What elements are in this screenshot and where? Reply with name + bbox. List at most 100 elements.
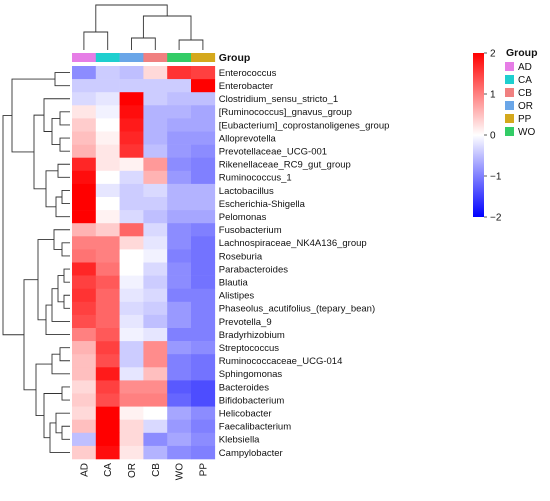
heatmap-cell-blautia-ad — [72, 275, 97, 289]
row-label-prevotella-9: Prevotella_9 — [219, 317, 272, 328]
heatmap-cell-phaseolus-acutifolius-tepary-bean-cb — [143, 301, 168, 316]
heatmap-cell-eubacterium-coprostanoligenes-group-or — [119, 118, 144, 132]
heatmap-cell-prevotella-9-pp — [191, 314, 216, 329]
heatmap-cell-helicobacter-or — [119, 406, 144, 420]
heatmap-cell-streptococcus-or — [119, 341, 144, 355]
column-label-cb: CB — [151, 463, 162, 477]
color-scale-tick-label: 0 — [490, 131, 496, 142]
heatmap-cell-ruminococcus-1-cb — [143, 170, 168, 185]
row-dendro-link — [54, 72, 70, 87]
heatmap-cell-eubacterium-coprostanoligenes-group-cb — [143, 118, 168, 132]
heatmap-cell-streptococcus-pp — [191, 341, 216, 355]
group-annotation-ca — [95, 53, 120, 62]
heatmap-cell-ruminococcaceae-ucg-014-cb — [143, 354, 168, 368]
heatmap-cell-clostridium-sensu-stricto-1-or — [119, 92, 144, 106]
row-label-enterobacter: Enterobacter — [219, 81, 273, 92]
heatmap-cell-roseburia-pp — [191, 249, 216, 263]
row-label-ruminococcus-gnavus-group: [Ruminococcus]_gnavus_group — [219, 107, 352, 118]
group-legend-label-ca: CA — [518, 75, 532, 86]
heatmap-cell-faecalibacterium-or — [119, 419, 144, 434]
row-dendro-link — [49, 422, 70, 453]
heatmap-cell-ruminococcus-gnavus-group-or — [119, 105, 144, 119]
heatmap-cell-ruminococcaceae-ucg-014-ca — [95, 354, 120, 368]
row-label-sphingomonas: Sphingomonas — [219, 369, 283, 380]
col-dendro-link — [95, 4, 168, 32]
color-scale-legend: 2 1 0 −1 −2 — [473, 49, 502, 224]
heatmap-cell-prevotella-9-ca — [95, 314, 120, 329]
heatmap-cell-ruminococcaceae-ucg-014-or — [119, 354, 144, 368]
group-legend-swatch-pp — [505, 114, 514, 123]
heatmap-cell-lactobacillus-wo — [167, 183, 192, 198]
heatmap-cell-roseburia-or — [119, 249, 144, 263]
heatmap-cell-sphingomonas-ca — [95, 367, 120, 381]
heatmap-cell-prevotellaceae-ucg-001-ad — [72, 144, 97, 158]
heatmap-cell-klebsiella-cb — [143, 432, 168, 447]
heatmap-cell-phaseolus-acutifolius-tepary-bean-ca — [95, 301, 120, 316]
row-label-parabacteroides: Parabacteroides — [219, 264, 288, 275]
row-dendro-link — [59, 347, 70, 362]
heatmap-cell-helicobacter-wo — [167, 406, 192, 420]
row-dendro-link — [61, 425, 70, 440]
group-legend-label-pp: PP — [518, 114, 532, 125]
heatmap-cell-ruminococcaceae-ucg-014-wo — [167, 354, 192, 368]
heatmap-cell-alloprevotella-cb — [143, 131, 168, 145]
row-dendro-link — [63, 294, 70, 309]
heatmap-cell-alloprevotella-wo — [167, 131, 192, 145]
heatmap-cell-faecalibacterium-ad — [72, 419, 97, 434]
heatmap-cell-eubacterium-coprostanoligenes-group-pp — [191, 118, 216, 132]
heatmap-cell-lactobacillus-or — [119, 183, 144, 198]
row-label-clostridium-sensu-stricto-1: Clostridium_sensu_stricto_1 — [219, 94, 338, 105]
heatmap-cell-sphingomonas-wo — [167, 367, 192, 381]
heatmap-cell-helicobacter-ca — [95, 406, 120, 420]
heatmap-cell-bifidobacterium-or — [119, 393, 144, 407]
heatmap-cell-enterobacter-cb — [143, 79, 168, 93]
heatmap-cell-campylobacter-or — [119, 445, 144, 460]
heatmap-cell-klebsiella-or — [119, 432, 144, 447]
heatmap-cell-bradyrhizobium-cb — [143, 328, 168, 342]
heatmap-cell-campylobacter-cb — [143, 445, 168, 460]
heatmap-cell-enterobacter-ca — [95, 79, 120, 93]
heatmap-cell-lactobacillus-cb — [143, 183, 168, 198]
heatmap-cell-roseburia-wo — [167, 249, 192, 263]
row-dendro-link — [51, 353, 70, 375]
heatmap-cell-phaseolus-acutifolius-tepary-bean-pp — [191, 301, 216, 316]
heatmap-cell-sphingomonas-ad — [72, 367, 97, 381]
heatmap-cell-klebsiella-wo — [167, 432, 192, 447]
heatmap-cell-alloprevotella-pp — [191, 131, 216, 145]
group-legend-label-ad: AD — [518, 62, 532, 73]
heatmap-cell-bacteroides-wo — [167, 380, 192, 394]
heatmap-cell-streptococcus-wo — [167, 341, 192, 355]
group-annotation-title: Group — [219, 52, 251, 64]
row-label-blautia: Blautia — [219, 277, 249, 288]
row-label-klebsiella: Klebsiella — [219, 435, 260, 446]
row-dendro-link — [61, 189, 70, 205]
heatmap-cell-escherichia-shigella-wo — [167, 197, 192, 211]
heatmap-cell-eubacterium-coprostanoligenes-group-ca — [95, 118, 120, 132]
heatmap-cell-ruminococcus-1-pp — [191, 170, 216, 185]
row-label-streptococcus: Streptococcus — [219, 343, 279, 354]
row-label-prevotellaceae-ucg-001: Prevotellaceae_UCG-001 — [219, 146, 327, 157]
heatmap-cell-bifidobacterium-ad — [72, 393, 97, 407]
heatmap-cell-faecalibacterium-cb — [143, 419, 168, 434]
heatmap-cell-enterobacter-or — [119, 79, 144, 93]
heatmap-cell-blautia-wo — [167, 275, 192, 289]
group-legend-swatch-wo — [505, 127, 514, 136]
heatmap-cell-campylobacter-ca — [95, 445, 120, 460]
column-label-pp: PP — [198, 463, 209, 477]
heatmap-cell-faecalibacterium-wo — [167, 419, 192, 434]
row-dendro-link — [59, 111, 70, 126]
group-legend-label-cb: CB — [518, 88, 532, 99]
heatmap-cell-pelomonas-cb — [143, 210, 168, 224]
row-dendro-link — [51, 288, 70, 322]
heatmap-cell-ruminococcaceae-ucg-014-ad — [72, 354, 97, 368]
heatmap-cell-prevotella-9-cb — [143, 314, 168, 329]
group-legend-swatch-cb — [505, 88, 514, 97]
heatmap-cell-enterococcus-cb — [143, 66, 168, 80]
row-label-bacteroides: Bacteroides — [219, 382, 269, 393]
color-scale-tick-label: 2 — [490, 49, 496, 60]
row-dendro-link — [61, 386, 70, 401]
heatmap-cell-alistipes-pp — [191, 288, 216, 303]
heatmap-cell-ruminococcus-gnavus-group-cb — [143, 105, 168, 119]
column-label-ca: CA — [103, 463, 114, 477]
heatmap-cell-enterococcus-ca — [95, 66, 120, 80]
